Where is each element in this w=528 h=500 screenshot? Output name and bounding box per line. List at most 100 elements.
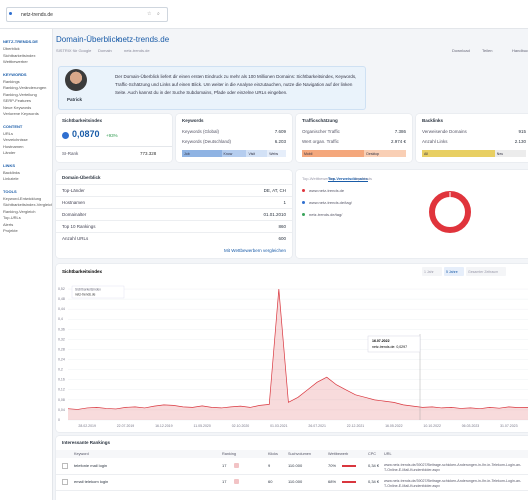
- info-text: Der Domain-Überblick liefert dir einen e…: [115, 74, 357, 95]
- column-header: Wettbewerb: [328, 451, 349, 456]
- sidebar-item[interactable]: Ranking-Veränderungen: [3, 85, 47, 90]
- rankings-card: Interessante Rankings Keyword Ranking Klick…: [56, 436, 528, 500]
- action-button[interactable]: Download: [452, 48, 470, 53]
- y-tick-label: 0,48: [58, 297, 65, 301]
- row-label: Anzahl URLs: [62, 236, 89, 241]
- competitor-item[interactable]: netz-trends.de/tag/: [309, 212, 343, 217]
- card: Keywords Keywords (Global) 7.609 Keywords (…: [176, 114, 292, 162]
- y-tick-label: 0,44: [58, 307, 65, 311]
- row-value: DE, AT, CH: [263, 188, 286, 193]
- rank-value: 773.328: [140, 151, 157, 156]
- row-value: 7.609: [274, 129, 286, 134]
- row-value: 860: [278, 224, 286, 229]
- bar-label: Desktop: [366, 151, 380, 156]
- sidebar-section: KEYWORDS: [3, 71, 27, 77]
- row-value: 915: [518, 129, 526, 134]
- sidebar-item[interactable]: Keyword-Entwicklung: [3, 195, 42, 201]
- avatar: [65, 69, 87, 91]
- link[interactable]: Mit Wettbewerbern vergleichen: [224, 248, 286, 253]
- card: Sichtbarkeitsindex 0,0870 +93% SI-Rank 773.3…: [56, 114, 172, 162]
- sidebar-item[interactable]: Projekte: [3, 228, 18, 233]
- sidebar-item[interactable]: Verzeichnisse: [3, 137, 28, 142]
- competitor-item[interactable]: www.netz-trends.de/tag/: [309, 200, 352, 205]
- sidebar-item[interactable]: Länder: [3, 150, 16, 155]
- y-tick-label: 0,12: [58, 388, 65, 392]
- tab[interactable]: Gesamter Zeitraum: [468, 270, 498, 274]
- row-label: Anzahl Links: [422, 139, 448, 144]
- keyword[interactable]: telefonie mail login: [74, 463, 108, 468]
- action-button[interactable]: Handbuch: [512, 48, 528, 53]
- sidebar-item[interactable]: Neue Keywords: [3, 104, 32, 110]
- breadcrumb[interactable]: Domain: [98, 48, 112, 53]
- tab-bg: [466, 267, 506, 276]
- competitor-item[interactable]: www.netz-trends.de: [309, 188, 345, 193]
- x-tick-label: 28.02.2019: [78, 424, 96, 428]
- cell: 60: [268, 479, 273, 484]
- rank-label: SI-Rank: [62, 151, 79, 156]
- sidebar-item[interactable]: Top-URLs: [3, 215, 21, 220]
- sidebar-item[interactable]: URLs: [3, 130, 14, 136]
- search-icon: ⌕: [157, 11, 160, 17]
- breadcrumb[interactable]: SISTRIX für Google: [56, 48, 92, 53]
- sidebar-item[interactable]: Ranking-Vergleich: [3, 208, 36, 214]
- sidebar-item[interactable]: SERP-Features: [3, 98, 32, 103]
- sidebar-item[interactable]: Sichtbarkeitsindex-Vergleich: [3, 202, 53, 207]
- keyword[interactable]: email telekom login: [74, 479, 109, 484]
- x-tick-label: 02.10.2020: [232, 424, 250, 428]
- row-value: 6.203: [274, 139, 286, 144]
- icon: [234, 479, 239, 484]
- checkbox[interactable]: [62, 463, 68, 469]
- sidebar-item[interactable]: Rankings: [3, 78, 20, 84]
- column-header: Keyword: [74, 451, 89, 456]
- tab[interactable]: Top-Hosts: [354, 176, 373, 181]
- y-tick-label: 0: [58, 418, 60, 422]
- search-icon: ☆: [147, 11, 152, 17]
- tab[interactable]: 5 Jahre: [446, 270, 458, 274]
- card-title: Trafficschätzung: [302, 118, 338, 123]
- column-header: URL: [384, 451, 392, 456]
- tab[interactable]: Top-Verweisdomains: [328, 176, 368, 182]
- column-header: Suchvolumen: [288, 451, 312, 456]
- logo-dot: [9, 12, 12, 15]
- action-button[interactable]: Teilen: [482, 48, 493, 53]
- card-title: Sichtbarkeitsindex: [62, 118, 103, 123]
- cell: 110.000: [288, 463, 303, 468]
- author-name: Patrick: [67, 97, 83, 102]
- overview-card: Domain-Überblick Top-Länder DE, AT, CH Host…: [56, 170, 292, 258]
- sidebar-item[interactable]: Sichtbarkeitsindex: [3, 52, 36, 58]
- sidebar-item[interactable]: Hostnamen: [3, 143, 24, 149]
- sidebar-item[interactable]: Ranking-Verteilung: [3, 91, 37, 97]
- divider: [56, 184, 292, 185]
- legend-title: Sichtbarkeitsindex: [75, 287, 101, 291]
- row-value: 2.974 €: [390, 139, 406, 144]
- sidebar-item[interactable]: Linkziele: [3, 176, 19, 181]
- legend-box: [71, 285, 125, 299]
- row-label: Keywords (Global): [182, 129, 220, 134]
- chart-title: Sichtbarkeitsindex: [62, 269, 103, 274]
- search-box[interactable]: netz-trends.de ☆ ⌕: [6, 7, 168, 22]
- checkbox[interactable]: [62, 479, 68, 485]
- row-value: 01.01.2010: [263, 212, 286, 217]
- row-label: Hostnamen: [62, 200, 86, 205]
- sidebar-item[interactable]: Alerts: [3, 221, 14, 227]
- bar-segment: All: [422, 150, 495, 157]
- breadcrumb[interactable]: netz-trends.de: [124, 48, 150, 53]
- tab[interactable]: Top-Wettbewerber: [302, 176, 335, 181]
- bar-segment: Neu: [494, 150, 526, 157]
- sidebar-item[interactable]: Wettbewerber: [3, 59, 28, 64]
- bar-label: All: [424, 151, 428, 156]
- sidebar-item[interactable]: Backlinks: [3, 169, 20, 175]
- divider: [56, 146, 172, 147]
- bar-label: Webs: [269, 151, 279, 156]
- cell[interactable]: www.netz-trends.de/39027/Beitrage-schick…: [384, 463, 522, 472]
- line: [67, 289, 528, 410]
- chart-card: Sichtbarkeitsindex 1 Jahr 5 Jahre Gesamter …: [56, 264, 528, 432]
- tab[interactable]: 1 Jahr: [424, 270, 435, 274]
- cell: 68%: [328, 479, 337, 484]
- column-header: CPC: [368, 451, 377, 456]
- y-tick-label: 0,4: [58, 317, 63, 321]
- sidebar-item[interactable]: Verlorene Keywords: [3, 111, 39, 116]
- cell[interactable]: www.netz-trends.de/39027/Beitrage-schick…: [384, 479, 522, 488]
- sidebar-item[interactable]: Überblick: [3, 46, 20, 51]
- column-header: Klicks: [268, 451, 278, 456]
